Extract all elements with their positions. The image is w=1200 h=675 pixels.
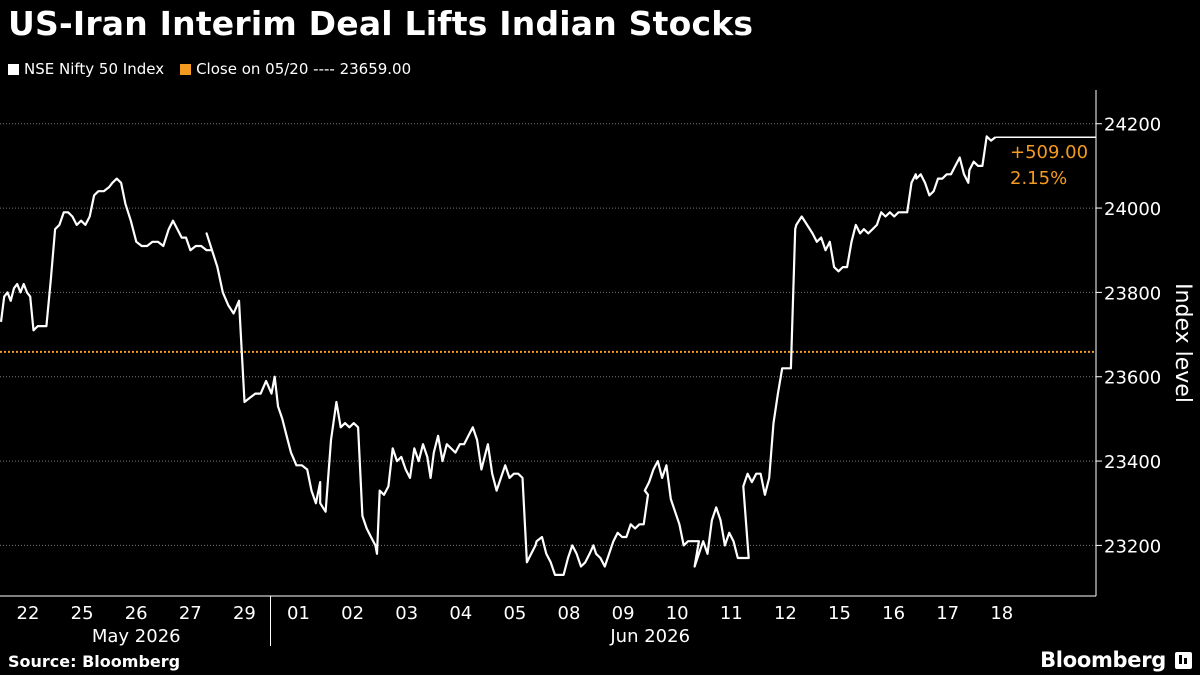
legend-item-series: NSE Nifty 50 Index <box>8 60 164 78</box>
gridlines <box>0 123 1096 546</box>
x-tick-label-26: 26 <box>125 603 148 624</box>
y-tick-label-23600: 23600 <box>1104 368 1161 389</box>
legend-label-series: NSE Nifty 50 Index <box>24 60 165 78</box>
month-label-1: Jun 2026 <box>609 626 690 647</box>
x-tick-label-15: 15 <box>828 603 851 624</box>
y-tick-label-24200: 24200 <box>1104 115 1161 136</box>
x-tick-label-01: 01 <box>287 603 310 624</box>
legend-item-reference: Close on 05/20 ---- 23659.00 <box>180 60 411 78</box>
source-note: Source: Bloomberg <box>8 652 181 671</box>
y-tick-label-23400: 23400 <box>1104 452 1161 473</box>
x-tick-label-22: 22 <box>17 603 40 624</box>
change-pct-annotation: 2.15% <box>1010 168 1067 189</box>
chart-legend: NSE Nifty 50 Index Close on 05/20 ---- 2… <box>8 60 411 78</box>
bloomberg-icon <box>1175 652 1192 669</box>
y-tick-label-24000: 24000 <box>1104 199 1161 220</box>
y-axis-label: Index level <box>1170 283 1195 403</box>
x-tick-label-10: 10 <box>666 603 689 624</box>
x-tick-label-05: 05 <box>503 603 526 624</box>
x-tick-label-18: 18 <box>990 603 1013 624</box>
x-tick-label-12: 12 <box>774 603 797 624</box>
x-tick-label-11: 11 <box>720 603 743 624</box>
chart-title: US-Iran Interim Deal Lifts Indian Stocks <box>8 4 754 43</box>
month-labels: May 2026 Jun 2026 <box>92 596 690 647</box>
x-tick-label-17: 17 <box>936 603 959 624</box>
y-axis-ticks: 23200 23400 23600 23800 24000 24200 <box>1096 115 1161 557</box>
legend-label-reference: Close on 05/20 ---- 23659.00 <box>196 60 412 78</box>
x-tick-label-16: 16 <box>882 603 905 624</box>
series-line-nifty50 <box>0 135 997 576</box>
axes <box>0 90 1097 597</box>
x-tick-label-25: 25 <box>71 603 94 624</box>
x-tick-label-04: 04 <box>449 603 472 624</box>
y-tick-label-23200: 23200 <box>1104 536 1161 557</box>
month-label-0: May 2026 <box>92 626 181 647</box>
x-tick-label-27: 27 <box>179 603 202 624</box>
y-tick-label-23800: 23800 <box>1104 283 1161 304</box>
legend-swatch-series <box>8 63 19 75</box>
x-tick-label-09: 09 <box>612 603 635 624</box>
x-tick-label-03: 03 <box>395 603 418 624</box>
x-tick-label-02: 02 <box>341 603 364 624</box>
change-annotation: +509.00 <box>1010 142 1088 163</box>
x-tick-label-29: 29 <box>233 603 256 624</box>
brand-logo: Bloomberg <box>1040 648 1166 672</box>
x-tick-label-08: 08 <box>558 603 581 624</box>
legend-swatch-reference <box>180 63 192 75</box>
x-axis-ticks: 22 25 26 27 29 01 02 03 04 05 08 09 10 11 12 15 16 17 18 <box>17 603 1014 624</box>
